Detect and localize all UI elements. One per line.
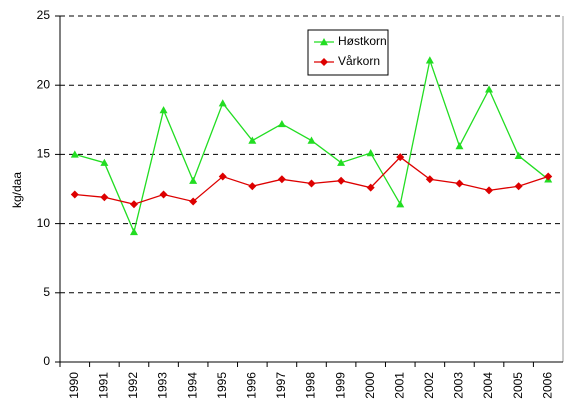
marker [100, 193, 109, 202]
legend-label: Høstkorn [338, 34, 387, 48]
marker [366, 149, 375, 157]
x-tick-label: 1994 [185, 372, 199, 399]
marker [307, 136, 316, 144]
marker [425, 175, 434, 184]
x-tick-label: 1997 [274, 372, 288, 399]
y-tick-label: 10 [37, 216, 51, 230]
marker [307, 179, 316, 188]
y-axis-label: kg/daa [10, 172, 24, 208]
x-tick-label: 2003 [452, 372, 466, 399]
legend-marker [320, 38, 328, 46]
marker [455, 179, 464, 188]
legend-label: Vårkorn [338, 54, 380, 68]
marker [70, 150, 79, 158]
x-tick-label: 2004 [481, 372, 495, 399]
marker [366, 183, 375, 192]
marker [455, 142, 464, 150]
marker [189, 197, 198, 206]
marker [396, 200, 405, 208]
marker [396, 153, 405, 162]
marker [100, 158, 109, 166]
y-tick-label: 0 [43, 354, 50, 368]
marker [189, 176, 198, 184]
marker [248, 136, 257, 144]
marker [425, 56, 434, 64]
marker [129, 227, 138, 236]
x-tick-label: 1995 [215, 372, 229, 399]
marker [514, 151, 523, 159]
marker [70, 190, 79, 199]
x-tick-label: 2005 [511, 372, 525, 399]
marker [544, 172, 553, 181]
legend-marker [320, 58, 328, 66]
marker [485, 186, 494, 195]
y-tick-label: 20 [37, 77, 51, 91]
y-tick-label: 25 [37, 8, 51, 22]
x-tick-label: 2000 [363, 372, 377, 399]
marker [159, 106, 168, 114]
x-tick-label: 2006 [540, 372, 554, 399]
x-tick-label: 1996 [244, 372, 258, 399]
x-tick-label: 2001 [392, 372, 406, 399]
x-tick-label: 1990 [67, 372, 81, 399]
marker [218, 99, 227, 107]
marker [337, 176, 346, 185]
y-tick-label: 5 [43, 285, 50, 299]
marker [159, 190, 168, 199]
marker [277, 175, 286, 184]
x-tick-label: 1999 [333, 372, 347, 399]
marker [248, 182, 257, 191]
marker [129, 200, 138, 209]
marker [337, 158, 346, 166]
legend-box [307, 29, 389, 76]
series-line [74, 57, 549, 234]
x-tick-label: 1991 [97, 372, 111, 399]
x-tick-label: 1992 [126, 372, 140, 399]
x-tick-label: 1998 [304, 372, 318, 399]
marker [514, 182, 523, 191]
marker [485, 85, 494, 93]
y-tick-label: 15 [37, 147, 51, 161]
marker [277, 119, 286, 128]
x-tick-label: 2002 [422, 372, 436, 399]
x-tick-label: 1993 [156, 372, 170, 399]
marker [218, 172, 227, 181]
